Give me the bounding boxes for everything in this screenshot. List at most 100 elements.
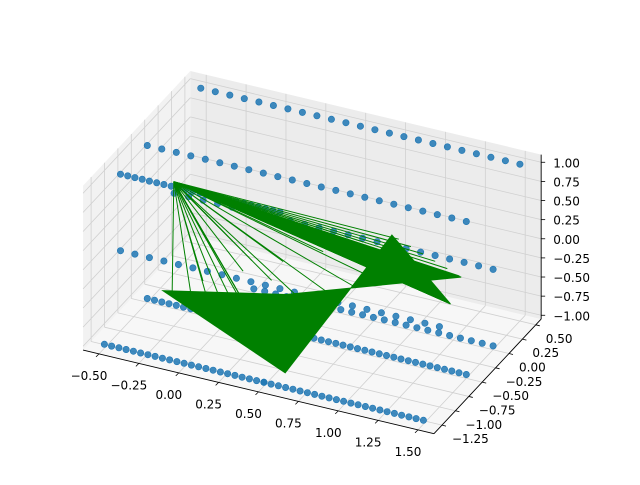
- y-tick-label: −0.75: [479, 403, 516, 417]
- z-tick-label: 0.75: [553, 175, 580, 189]
- scatter-point: [174, 358, 180, 364]
- scatter-point: [357, 123, 363, 129]
- scatter-point: [488, 154, 494, 160]
- scatter-point: [463, 371, 469, 377]
- z-tick-label: −1.00: [553, 309, 590, 323]
- scatter-point: [475, 263, 481, 269]
- scatter-point: [468, 338, 474, 344]
- scatter-point: [173, 302, 179, 308]
- x-tick-mark: [136, 363, 139, 366]
- scatter-point: [362, 347, 368, 353]
- scatter-point: [311, 391, 317, 397]
- scatter-point: [251, 286, 257, 292]
- scatter-point: [490, 343, 496, 349]
- scatter-point: [340, 398, 346, 404]
- scatter-point: [459, 147, 465, 153]
- scatter-point: [328, 116, 334, 122]
- y-tick-mark: [482, 382, 486, 383]
- scatter-point: [441, 366, 447, 372]
- y-tick-label: −0.50: [492, 389, 529, 403]
- x-tick-mark: [216, 382, 219, 385]
- scatter-point: [277, 285, 283, 291]
- scatter-point: [333, 340, 339, 346]
- scatter-point: [285, 106, 291, 112]
- z-tick-label: 0.50: [553, 195, 580, 209]
- scatter-point: [364, 306, 370, 312]
- scatter-point: [457, 335, 463, 341]
- scatter-point: [391, 410, 397, 416]
- scatter-point: [195, 364, 201, 370]
- scatter-point: [232, 372, 238, 378]
- scatter-point: [347, 344, 353, 350]
- scatter-point: [152, 353, 158, 359]
- scatter-point: [130, 348, 136, 354]
- scatter-point: [268, 381, 274, 387]
- scatter-point: [376, 351, 382, 357]
- scatter-point: [446, 332, 452, 338]
- scatter-point: [282, 384, 288, 390]
- scatter-point: [383, 352, 389, 358]
- y-tick-mark: [442, 425, 446, 426]
- scatter-point: [217, 160, 223, 166]
- z-tick-label: 0.00: [553, 233, 580, 247]
- scatter-point: [444, 144, 450, 150]
- scatter-point: [116, 345, 122, 351]
- scatter-point: [473, 151, 479, 157]
- scatter-point: [333, 187, 339, 193]
- x-tick-label: 0.75: [275, 416, 302, 430]
- scatter-point: [517, 161, 523, 167]
- scatter-point: [202, 156, 208, 162]
- scatter-point: [456, 370, 462, 376]
- scatter-point: [479, 340, 485, 346]
- scatter-point: [420, 417, 426, 423]
- y-tick-mark: [455, 411, 459, 412]
- scatter-point: [430, 140, 436, 146]
- scatter-point: [434, 364, 440, 370]
- scatter-point: [217, 369, 223, 375]
- scatter-point: [449, 215, 455, 221]
- scatter-point: [420, 361, 426, 367]
- y-tick-label: 0.50: [546, 332, 573, 346]
- scatter-point: [436, 323, 442, 329]
- scatter-point: [239, 374, 245, 380]
- scatter-point: [233, 275, 239, 281]
- scatter-point: [391, 201, 397, 207]
- scatter-point: [159, 355, 165, 361]
- scatter-point: [355, 402, 361, 408]
- y-tick-mark: [509, 353, 513, 354]
- scatter-point: [405, 358, 411, 364]
- y-tick-mark: [522, 339, 526, 340]
- x-tick-mark: [295, 401, 298, 404]
- scatter-point: [422, 320, 428, 326]
- scatter-point: [401, 133, 407, 139]
- z-tick-label: −0.75: [553, 290, 590, 304]
- scatter-point: [392, 319, 398, 325]
- scatter-point: [253, 377, 259, 383]
- x-tick-label: −0.50: [71, 369, 108, 383]
- scatter-point: [362, 403, 368, 409]
- scatter-point: [343, 120, 349, 126]
- x-tick-mark: [256, 392, 259, 395]
- scatter-point: [381, 317, 387, 323]
- scatter-point: [275, 173, 281, 179]
- scatter-point: [146, 178, 152, 184]
- x-tick-label: 1.25: [355, 435, 382, 449]
- scatter-point: [227, 92, 233, 98]
- scatter-point: [248, 279, 254, 285]
- scatter-point: [212, 89, 218, 95]
- scatter-point: [145, 352, 151, 358]
- scatter-point: [406, 414, 412, 420]
- scatter-point: [256, 99, 262, 105]
- scatter-point: [425, 327, 431, 333]
- y-tick-label: −1.25: [452, 432, 489, 446]
- z-tick-label: −0.50: [553, 271, 590, 285]
- scatter-point: [289, 177, 295, 183]
- scatter-point: [290, 386, 296, 392]
- x-tick-label: −0.25: [111, 378, 148, 392]
- scatter-point: [449, 368, 455, 374]
- x-tick-mark: [96, 354, 99, 357]
- scatter-point: [231, 163, 237, 169]
- scatter-point: [203, 365, 209, 371]
